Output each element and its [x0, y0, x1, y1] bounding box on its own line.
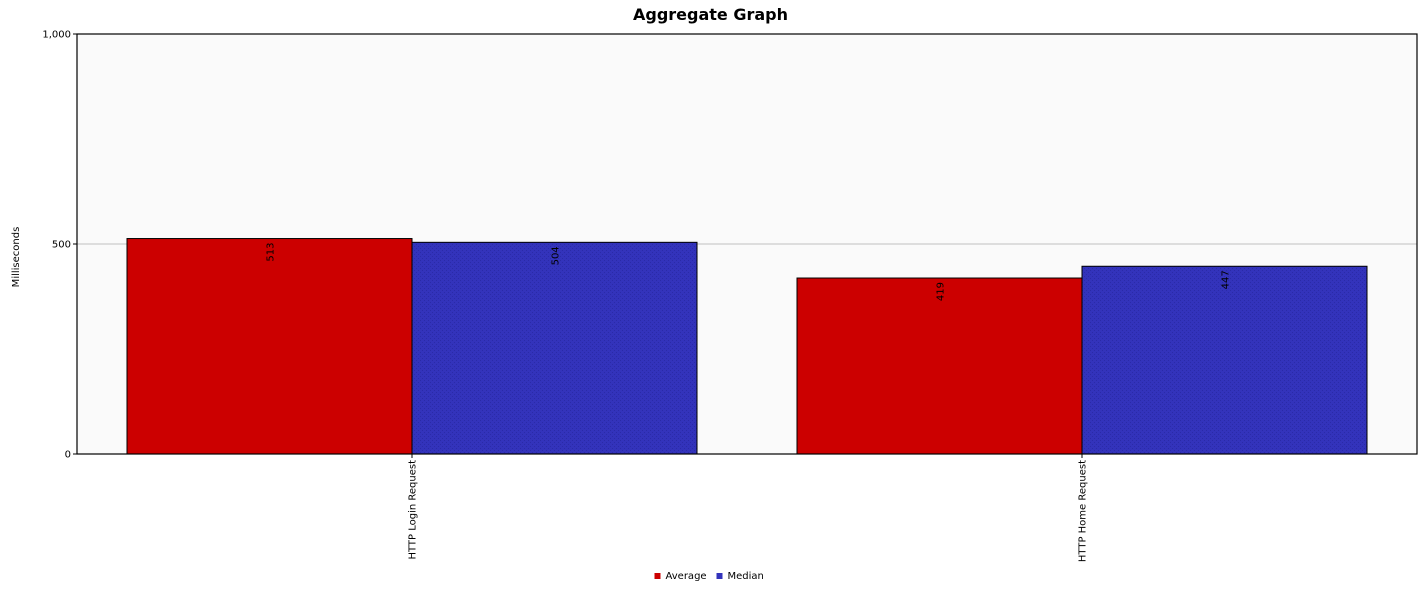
y-axis: 0 500 1,000: [42, 30, 77, 461]
x-category-label: HTTP Login Request: [408, 460, 419, 560]
y-axis-title: Milliseconds: [11, 227, 22, 288]
data-labels: 513 504 419 447: [266, 243, 1232, 302]
y-tick-label: 500: [52, 240, 71, 251]
bar-median-1: [411, 241, 698, 455]
legend-swatch-average: [654, 573, 661, 579]
x-axis: HTTP Login Request HTTP Home Request: [408, 454, 1089, 562]
legend: Average Median: [654, 571, 764, 582]
chart-title: Aggregate Graph: [633, 5, 788, 24]
bar-average-1: [126, 238, 413, 455]
legend-label-median: Median: [728, 571, 764, 582]
data-label-median-2: 447: [1221, 270, 1232, 289]
x-category-label: HTTP Home Request: [1078, 460, 1089, 562]
legend-label-average: Average: [666, 571, 707, 582]
bars: [126, 238, 1368, 455]
y-tick-label: 0: [65, 450, 71, 461]
data-label-median-1: 504: [551, 246, 562, 265]
data-label-average-2: 419: [936, 282, 947, 301]
bar-average-2: [796, 277, 1083, 455]
y-tick-label: 1,000: [42, 30, 71, 41]
legend-swatch-median: [716, 573, 723, 579]
bar-median-2: [1081, 265, 1368, 455]
data-label-average-1: 513: [266, 243, 277, 262]
